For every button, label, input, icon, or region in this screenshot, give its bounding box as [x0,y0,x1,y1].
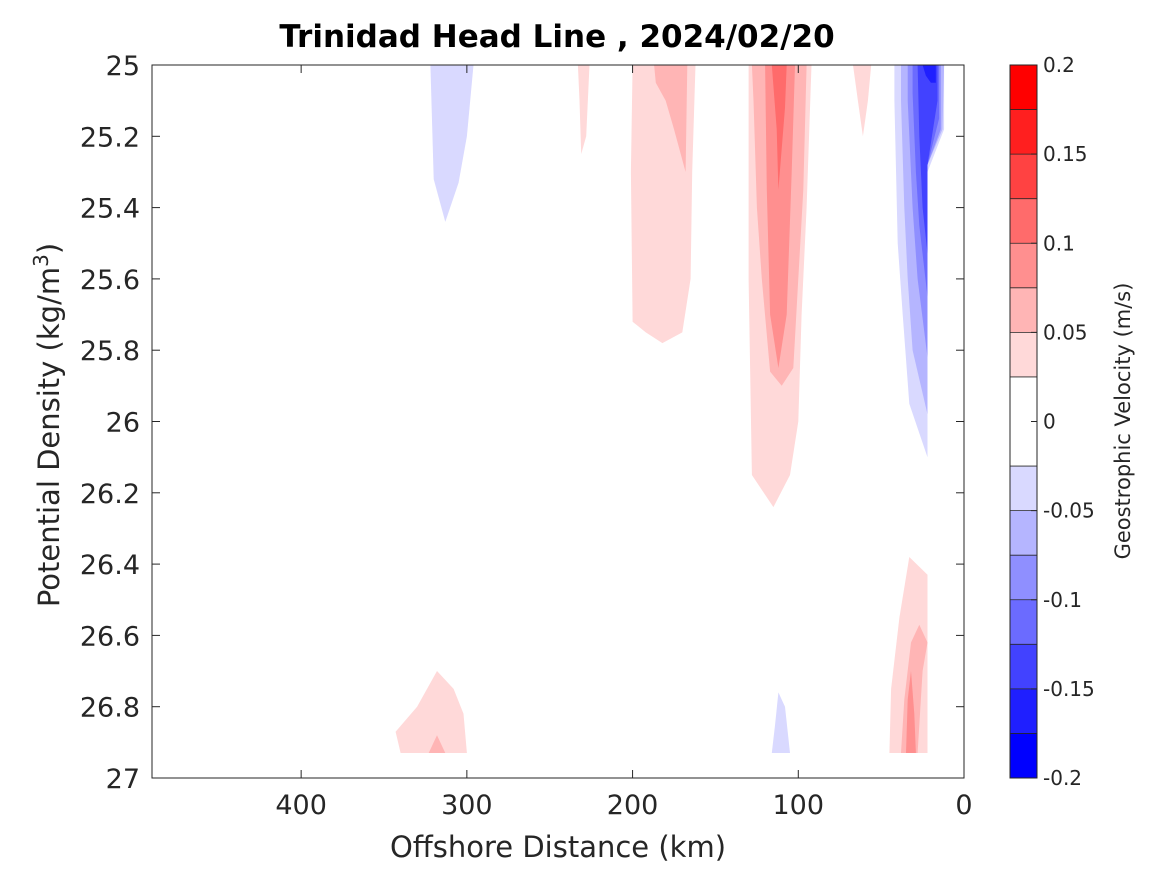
colorbar-tick-label: -0.15 [1043,677,1095,701]
plot-area: 400 300 200 100 0 25 25.2 25.4 25.6 25.8 26 26.2 26… [80,51,973,821]
contour-region-18 [765,65,795,368]
contour-region-15 [577,65,590,155]
contour-region-12 [649,721,666,753]
y-tick-label: 25.8 [80,336,140,367]
colorbar-tick-label: 0.05 [1043,320,1088,344]
contour-fill-regions [380,65,948,753]
contour-region-8 [917,65,938,254]
colorbar: 0.2 0.15 0.1 0.05 0 -0.05 -0.1 -0.15 -0.2 [1009,53,1095,790]
colorbar-label: Geostrophic Velocity (m/s) [1111,283,1135,560]
colorbar-band [1010,466,1037,511]
y-tick-label: 26.8 [80,693,140,724]
y-axis-ticks: 25 25.2 25.4 25.6 25.8 26 26.2 26.4 26.6 26.8 27 [80,51,964,795]
colorbar-tick-label: 0.2 [1043,53,1075,77]
y-tick-label: 25.4 [80,194,140,225]
x-tick-label: 300 [441,790,493,821]
contour-region-23 [906,671,916,753]
colorbar-band [1010,243,1037,288]
colorbar-tick-label: -0.1 [1043,588,1082,612]
y-tick-label: 26.4 [80,550,140,581]
x-tick-label: 0 [955,790,972,821]
y-tick-label: 27 [106,764,140,795]
x-tick-label: 200 [607,790,659,821]
y-tick-label: 25.2 [80,122,140,153]
colorbar-bands [1010,65,1037,778]
contour-region-14 [654,65,688,172]
y-axis-label-superscript: 3 [29,254,53,267]
colorbar-tick-label: 0.1 [1043,231,1075,255]
contour-region-11 [771,692,790,753]
y-axis-label-main: Potential Density (kg/m [32,267,66,607]
y-axis-label: Potential Density (kg/m3) [29,243,66,607]
contour-region-19 [771,65,787,190]
x-tick-label: 400 [275,790,327,821]
colorbar-tick-label: -0.2 [1043,766,1082,790]
colorbar-band [1010,154,1037,199]
colorbar-band [1010,109,1037,155]
contour-region-1 [430,65,474,222]
colorbar-band [1010,198,1037,244]
y-axis-label-close: ) [32,243,66,254]
contour-region-10 [751,614,804,753]
y-tick-label: 26.2 [80,479,140,510]
colorbar-band [1010,599,1037,645]
y-tick-label: 25 [106,51,140,82]
contour-region-2 [380,475,413,607]
x-axis-label: Offshore Distance (km) [390,830,726,864]
colorbar-tick-label: -0.05 [1043,499,1095,523]
contour-region-20 [853,65,872,137]
colorbar-band [1010,510,1037,556]
colorbar-band [1010,65,1037,110]
colorbar-tick-label: 0.15 [1043,142,1088,166]
y-tick-label: 26.6 [80,621,140,652]
colorbar-band [1010,688,1037,734]
y-tick-label: 25.6 [80,265,140,296]
colorbar-tick-label: 0 [1043,410,1056,434]
y-tick-label: 26 [106,408,140,439]
chart-title: Trinidad Head Line , 2024/02/20 [279,19,834,55]
colorbar-ticks: 0.2 0.15 0.1 0.05 0 -0.05 -0.1 -0.15 -0.2 [1031,53,1095,790]
contour-region-25 [428,735,446,753]
contour-region-24 [395,671,467,753]
colorbar-band [1010,555,1037,600]
plot-background [152,65,964,778]
x-tick-label: 100 [773,790,825,821]
colorbar-band [1010,733,1037,778]
colorbar-band [1010,287,1037,333]
colorbar-band [1010,644,1037,689]
contour-region-9 [922,65,936,83]
colorbar-band [1010,332,1037,377]
x-axis-ticks: 400 300 200 100 0 [275,65,973,821]
